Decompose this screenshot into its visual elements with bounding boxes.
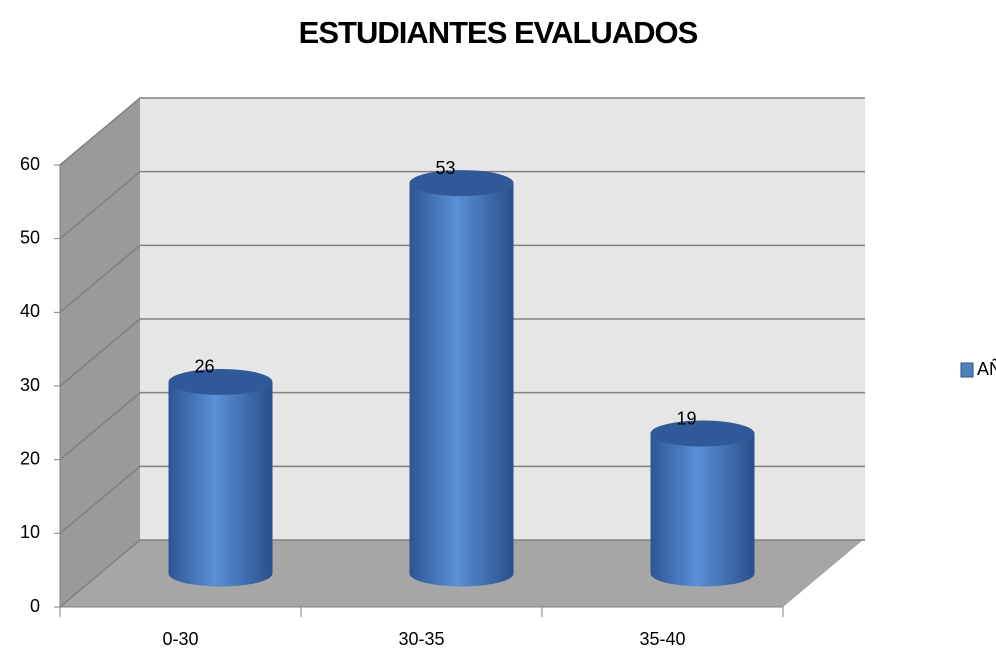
grid-line: [59, 97, 865, 166]
grid-line: [59, 318, 865, 387]
cylinder-body: [409, 183, 514, 587]
cylinder-top: [168, 368, 273, 395]
x-tick-label: 35-40: [639, 629, 685, 649]
bar: [409, 170, 514, 587]
bar: [168, 368, 273, 587]
chart-title: ESTUDIANTES EVALUADOS: [299, 15, 698, 50]
y-tick-label: 0: [30, 596, 40, 616]
grid-line: [59, 465, 865, 534]
cylinder-body: [650, 433, 755, 587]
grid-line: [59, 539, 865, 608]
cylinder-body: [168, 381, 273, 587]
x-tick-label: 0-30: [162, 629, 198, 649]
x-tick-label: 30-35: [398, 629, 444, 649]
legend-swatch: [960, 362, 974, 378]
y-tick-label: 30: [20, 375, 40, 395]
y-tick-label: 20: [20, 448, 40, 468]
y-tick-label: 60: [20, 154, 40, 174]
y-tick-label: 10: [20, 522, 40, 542]
y-tick-label: 40: [20, 301, 40, 321]
bar: [650, 420, 755, 587]
cylinder-top: [409, 170, 514, 197]
grid-line: [59, 170, 865, 240]
cylinder-top: [650, 420, 755, 447]
data-label: 26: [194, 357, 214, 377]
legend-label: AÑO: [977, 358, 996, 379]
grid-line: [59, 244, 865, 313]
data-label: 53: [435, 158, 455, 178]
grid-line: [59, 391, 865, 461]
data-label: 19: [676, 408, 696, 428]
y-tick-label: 50: [20, 227, 40, 247]
